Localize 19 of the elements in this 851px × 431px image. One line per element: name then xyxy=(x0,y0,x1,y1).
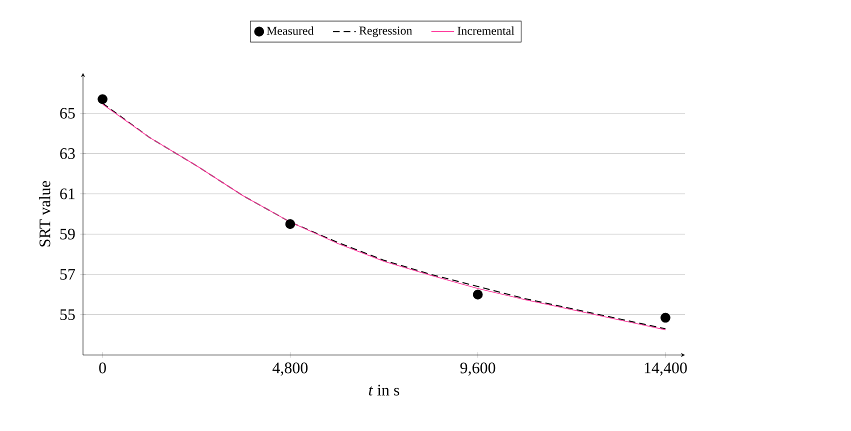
y-axis-title: SRT value xyxy=(39,181,50,246)
y-tick-label: 63 xyxy=(60,148,75,159)
point xyxy=(98,94,108,104)
x-axis-title: t in s xyxy=(368,384,400,396)
x-tick-label: 4,800 xyxy=(272,362,308,376)
y-tick-label: 61 xyxy=(60,188,74,200)
legend-label: Regression xyxy=(359,26,412,38)
y-tick-label: 57 xyxy=(60,269,75,280)
point xyxy=(660,312,670,323)
x-tick-label: 9,600 xyxy=(460,362,496,376)
legend-label: Incremental xyxy=(458,26,514,35)
y-tick-label: 55 xyxy=(60,309,75,320)
x-tick-label: 0 xyxy=(99,362,106,374)
point xyxy=(285,219,296,229)
legend-label: Measured xyxy=(266,26,314,35)
point xyxy=(472,290,483,300)
y-tick-label: 65 xyxy=(60,108,75,119)
x-tick-label: 14,400 xyxy=(644,362,687,376)
y-tick-label: 59 xyxy=(60,228,75,240)
